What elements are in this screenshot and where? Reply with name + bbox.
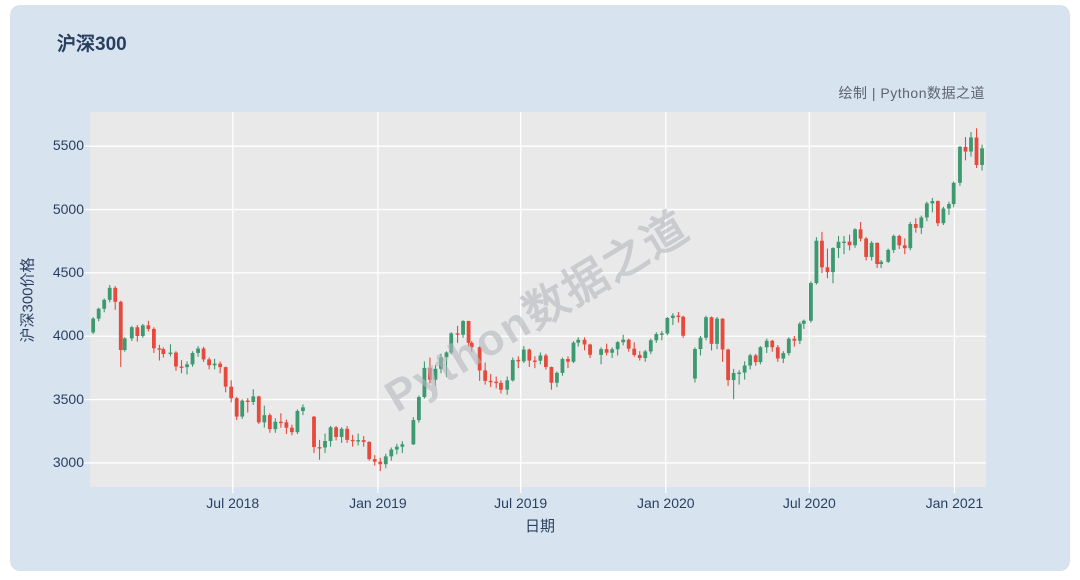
y-tick-label: 5500 <box>52 137 84 154</box>
x-tick-label: Jan 2021 <box>925 495 984 511</box>
x-tick-label: Jul 2019 <box>494 495 548 511</box>
x-tick-label: Jan 2019 <box>349 495 407 511</box>
y-tick-label: 3500 <box>52 390 84 407</box>
chart-card: 沪深300 绘制 | Python数据之道 Python数据之道 3000 350… <box>10 5 1070 571</box>
y-tick-label: 3000 <box>52 453 84 470</box>
chart-title: 沪深300 <box>57 34 127 55</box>
x-axis-title: 日期 <box>524 518 556 535</box>
y-axis-title: 沪深300价格 <box>19 257 37 343</box>
y-tick-label: 4000 <box>52 327 84 344</box>
x-tick-label: Jul 2020 <box>782 495 836 511</box>
y-tick-label: 5000 <box>52 200 84 217</box>
y-tick-label: 4500 <box>52 263 84 280</box>
x-tick-label: Jul 2018 <box>206 495 260 511</box>
x-tick-label: Jan 2020 <box>636 495 695 511</box>
candlestick-plot <box>84 112 986 493</box>
plot-area: Python数据之道 <box>84 112 986 493</box>
credit-label: 绘制 | Python数据之道 <box>838 85 985 101</box>
